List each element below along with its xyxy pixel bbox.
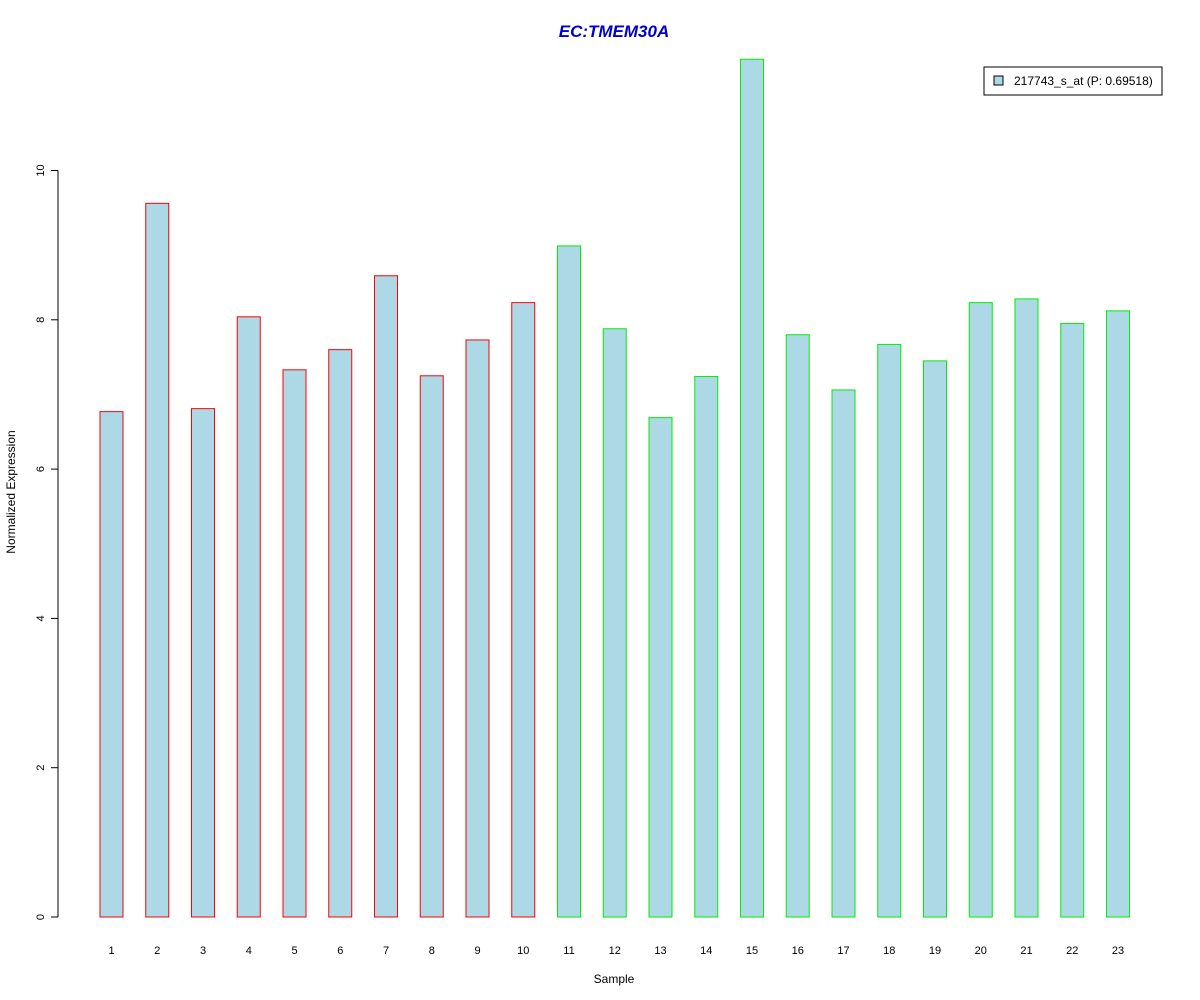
y-axis-title: Normalized Expression bbox=[4, 430, 18, 553]
y-tick-label: 0 bbox=[35, 914, 47, 920]
bar-sample-4 bbox=[236, 316, 261, 918]
x-tick-label: 15 bbox=[746, 945, 758, 957]
bar-sample-7 bbox=[374, 275, 398, 918]
bar-sample-18 bbox=[877, 343, 902, 918]
bar-sample-21 bbox=[1014, 298, 1039, 918]
legend: 217743_s_at (P: 0.69518) bbox=[983, 66, 1163, 96]
y-tick-label: 2 bbox=[35, 765, 47, 771]
x-tick-label: 8 bbox=[429, 945, 435, 957]
y-tick-label: 4 bbox=[35, 615, 47, 621]
x-tick-label: 7 bbox=[383, 945, 389, 957]
bar-sample-5 bbox=[282, 369, 307, 918]
x-tick-label: 21 bbox=[1020, 945, 1032, 957]
legend-box bbox=[983, 66, 1163, 96]
bar-sample-15 bbox=[740, 58, 764, 918]
bar-sample-3 bbox=[191, 408, 215, 918]
bar-sample-6 bbox=[328, 349, 353, 918]
bar-sample-8 bbox=[419, 375, 444, 918]
bar-sample-23 bbox=[1106, 310, 1130, 918]
x-tick-label: 20 bbox=[975, 945, 987, 957]
x-tick-label: 14 bbox=[700, 945, 712, 957]
bar-sample-16 bbox=[785, 334, 810, 918]
x-tick-label: 19 bbox=[929, 945, 941, 957]
x-tick-label: 12 bbox=[609, 945, 621, 957]
y-axis: 0 2 4 6 8 10 bbox=[35, 164, 59, 920]
bar-sample-22 bbox=[1060, 323, 1085, 918]
x-tick-label: 18 bbox=[883, 945, 895, 957]
bar-sample-10 bbox=[511, 302, 536, 918]
bar-sample-20 bbox=[968, 302, 993, 918]
x-axis-title: Sample bbox=[594, 972, 635, 986]
chart-title: EC:TMEM30A bbox=[559, 22, 670, 41]
legend-swatch bbox=[993, 75, 1004, 86]
x-tick-label: 9 bbox=[474, 945, 480, 957]
bar-sample-1 bbox=[99, 411, 124, 918]
bars bbox=[99, 58, 1130, 918]
legend-label: 217743_s_at (P: 0.69518) bbox=[1014, 74, 1153, 88]
x-tick-label: 11 bbox=[563, 945, 574, 957]
x-tick-label: 1 bbox=[108, 945, 114, 957]
y-tick-label: 10 bbox=[35, 164, 47, 176]
y-tick-label: 8 bbox=[35, 317, 47, 323]
y-tick-label: 6 bbox=[35, 466, 47, 472]
x-axis-labels: 1 2 3 4 5 6 7 8 9 10 11 12 13 14 15 16 17 18 19 20 21 22 23 bbox=[108, 945, 1124, 957]
bar-sample-9 bbox=[465, 339, 490, 918]
bar-sample-17 bbox=[831, 389, 856, 918]
x-tick-label: 5 bbox=[291, 945, 297, 957]
x-tick-label: 3 bbox=[200, 945, 206, 957]
x-tick-label: 6 bbox=[337, 945, 343, 957]
x-tick-label: 23 bbox=[1112, 945, 1124, 957]
bar-sample-2 bbox=[145, 202, 170, 918]
bar-sample-11 bbox=[557, 245, 581, 918]
x-tick-label: 17 bbox=[837, 945, 849, 957]
x-tick-label: 2 bbox=[154, 945, 160, 957]
bar-sample-12 bbox=[602, 328, 627, 918]
x-tick-label: 16 bbox=[792, 945, 804, 957]
x-tick-label: 22 bbox=[1066, 945, 1078, 957]
bar-sample-14 bbox=[694, 376, 719, 918]
bar-sample-13 bbox=[648, 417, 673, 918]
x-tick-label: 10 bbox=[517, 945, 529, 957]
x-tick-label: 13 bbox=[654, 945, 666, 957]
x-tick-label: 4 bbox=[246, 945, 252, 957]
bar-sample-19 bbox=[923, 360, 947, 918]
